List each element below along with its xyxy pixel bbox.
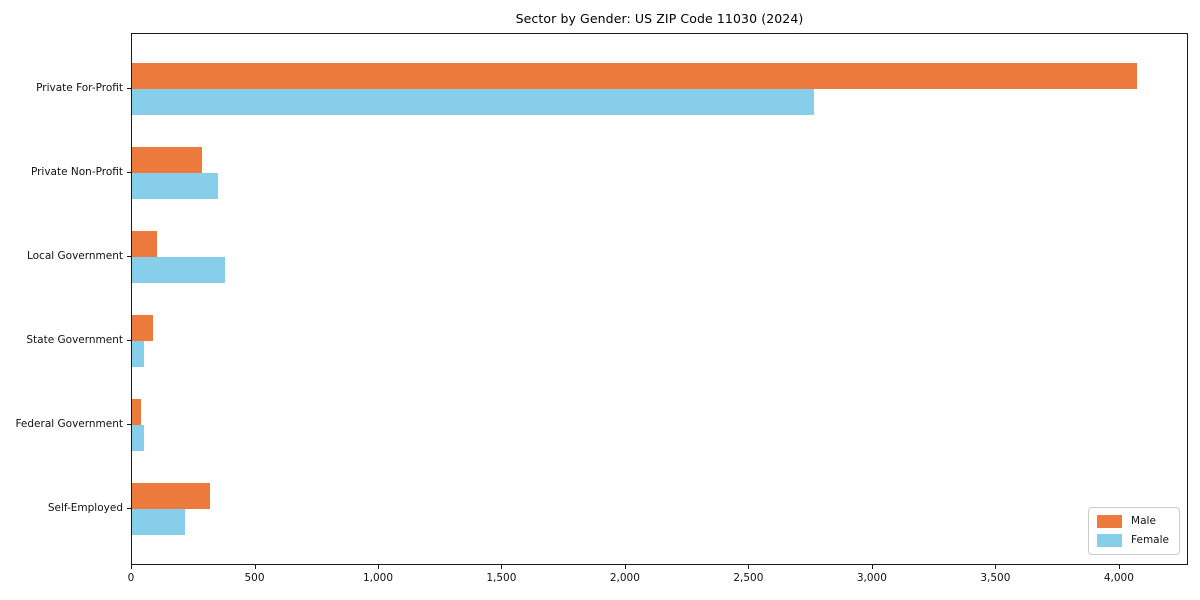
male-bar-3	[132, 231, 157, 257]
x-tick-label: 0	[127, 572, 135, 584]
female-bar-3	[132, 257, 225, 283]
x-tick	[501, 565, 503, 569]
y-tick	[127, 340, 131, 341]
x-tick-label: 1,000	[362, 572, 394, 584]
x-tick	[871, 565, 873, 569]
male-swatch	[1097, 515, 1123, 528]
legend: Male Female	[1088, 507, 1180, 555]
x-tick	[748, 565, 750, 569]
legend-label-male: Male	[1131, 515, 1156, 527]
x-tick-label: 3,500	[980, 572, 1011, 584]
legend-entry-male: Male	[1097, 515, 1169, 528]
legend-entry-female: Female	[1097, 534, 1169, 547]
x-tick	[254, 565, 256, 569]
x-tick	[378, 565, 379, 569]
y-label: Private For-Profit	[36, 82, 123, 94]
female-bar-1	[132, 89, 814, 115]
y-tick	[127, 172, 131, 173]
x-tick	[624, 565, 626, 569]
male-bar-5	[132, 399, 141, 425]
male-bar-4	[132, 315, 153, 341]
y-tick	[127, 424, 131, 425]
female-bar-6	[132, 509, 186, 535]
male-bar-6	[132, 483, 210, 509]
legend-label-female: Female	[1131, 534, 1169, 546]
x-tick-label: 2,500	[733, 572, 764, 584]
plot-area: Male Female	[131, 33, 1188, 565]
y-label: Local Government	[26, 250, 123, 262]
y-tick	[127, 88, 131, 89]
x-tick	[1118, 565, 1120, 569]
x-tick-label: 3,000	[856, 572, 887, 584]
x-tick	[995, 565, 997, 569]
y-label: Self-Employed	[47, 502, 123, 514]
x-tick-label: 4,000	[1103, 572, 1134, 584]
x-tick-label: 2,000	[609, 572, 640, 584]
y-label: Federal Government	[15, 418, 123, 430]
female-bar-5	[132, 425, 144, 451]
female-bar-2	[132, 173, 219, 199]
y-label: State Government	[26, 334, 123, 346]
female-swatch	[1097, 534, 1123, 547]
male-bar-2	[132, 147, 203, 173]
y-tick	[127, 256, 131, 257]
chart-title: Sector by Gender: US ZIP Code 11030 (202…	[515, 11, 804, 26]
y-tick	[127, 508, 131, 509]
x-tick-label: 500	[244, 572, 265, 584]
x-tick	[131, 565, 132, 569]
y-label: Private Non-Profit	[30, 166, 123, 178]
x-tick-label: 1,500	[486, 572, 517, 584]
y-axis-labels: Private For-Profit Private Non-Profit Loca…	[0, 0, 123, 600]
female-bar-4	[132, 341, 145, 367]
male-bar-1	[132, 63, 1138, 89]
